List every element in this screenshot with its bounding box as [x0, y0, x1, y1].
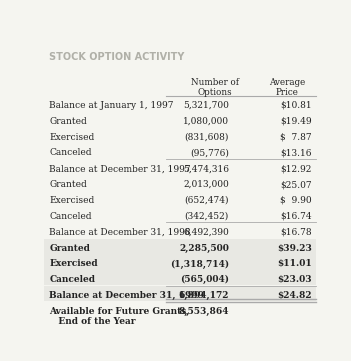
Text: $  9.90: $ 9.90	[280, 196, 312, 205]
Text: (565,004): (565,004)	[180, 275, 229, 284]
Text: Canceled: Canceled	[49, 275, 95, 284]
Text: 5,474,316: 5,474,316	[183, 164, 229, 173]
Text: $10.81: $10.81	[280, 101, 312, 110]
Text: 2,013,000: 2,013,000	[183, 180, 229, 189]
Text: (342,452): (342,452)	[185, 212, 229, 221]
Text: 6,894,172: 6,894,172	[178, 291, 229, 300]
Text: (95,776): (95,776)	[190, 148, 229, 157]
Text: 8,553,864: 8,553,864	[178, 307, 229, 316]
Bar	[44, 286, 316, 301]
Text: 5,321,700: 5,321,700	[183, 101, 229, 110]
Text: STOCK OPTION ACTIVITY: STOCK OPTION ACTIVITY	[49, 52, 185, 62]
Text: Balance at December 31, 1998: Balance at December 31, 1998	[49, 228, 191, 237]
Text: Balance at December 31, 1997: Balance at December 31, 1997	[49, 164, 191, 173]
Text: Exercised: Exercised	[49, 196, 94, 205]
Text: Granted: Granted	[49, 117, 87, 126]
Bar	[44, 270, 316, 285]
Text: 6,492,390: 6,492,390	[183, 228, 229, 237]
Text: $24.82: $24.82	[277, 291, 312, 300]
Text: Available for Future Grants,
   End of the Year: Available for Future Grants, End of the …	[49, 307, 190, 326]
Text: $25.07: $25.07	[280, 180, 312, 189]
Text: Average
Price: Average Price	[269, 78, 305, 97]
Text: $  7.87: $ 7.87	[280, 132, 312, 142]
Text: $13.16: $13.16	[280, 148, 312, 157]
Text: 2,285,500: 2,285,500	[179, 244, 229, 253]
Bar	[44, 239, 316, 254]
Text: $12.92: $12.92	[280, 164, 312, 173]
Text: (1,318,714): (1,318,714)	[170, 259, 229, 269]
Text: Number of
Options: Number of Options	[191, 78, 239, 97]
Text: $39.23: $39.23	[277, 244, 312, 253]
Text: (652,474): (652,474)	[184, 196, 229, 205]
Text: Granted: Granted	[49, 180, 87, 189]
Text: $23.03: $23.03	[277, 275, 312, 284]
Text: Granted: Granted	[49, 244, 90, 253]
Text: Exercised: Exercised	[49, 132, 94, 142]
Text: Canceled: Canceled	[49, 212, 92, 221]
Text: (831,608): (831,608)	[185, 132, 229, 142]
Text: Canceled: Canceled	[49, 148, 92, 157]
Text: $19.49: $19.49	[280, 117, 312, 126]
Bar	[44, 255, 316, 270]
Text: $11.01: $11.01	[277, 259, 312, 268]
Text: $16.78: $16.78	[280, 228, 312, 237]
Text: Balance at December 31, 1999: Balance at December 31, 1999	[49, 291, 204, 300]
Text: Balance at January 1, 1997: Balance at January 1, 1997	[49, 101, 174, 110]
Text: Exercised: Exercised	[49, 259, 98, 268]
Text: 1,080,000: 1,080,000	[183, 117, 229, 126]
Text: $16.74: $16.74	[280, 212, 312, 221]
